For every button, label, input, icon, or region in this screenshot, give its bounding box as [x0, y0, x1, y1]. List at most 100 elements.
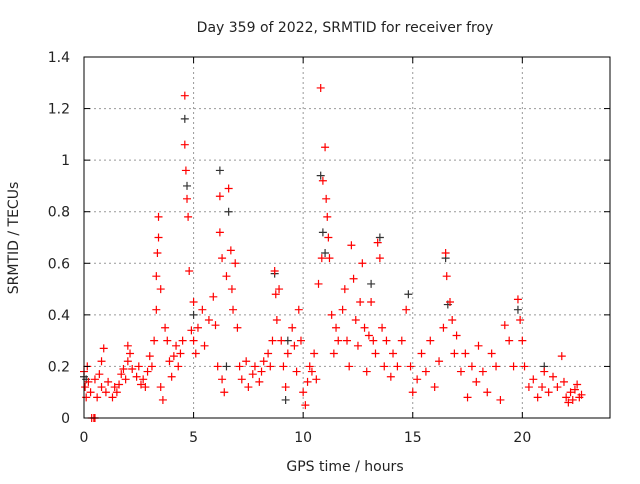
data-point — [533, 393, 542, 402]
data-point — [367, 279, 376, 288]
data-point — [375, 233, 384, 242]
data-point — [294, 305, 303, 314]
data-point — [467, 362, 476, 371]
data-point — [128, 365, 137, 374]
data-point — [233, 323, 242, 332]
data-point — [213, 362, 222, 371]
data-point — [235, 362, 244, 371]
grid — [84, 57, 610, 418]
data-point — [448, 316, 457, 325]
data-point — [204, 316, 213, 325]
data-point — [229, 305, 238, 314]
data-point — [500, 321, 509, 330]
data-point — [343, 336, 351, 345]
data-point — [152, 305, 161, 314]
data-point — [211, 321, 220, 330]
data-point — [404, 290, 413, 299]
data-point — [559, 377, 568, 386]
data-point — [553, 383, 562, 392]
data-point — [349, 274, 358, 283]
data-point — [373, 238, 382, 247]
data-point — [430, 383, 439, 392]
data-point — [277, 336, 286, 345]
data-point — [505, 336, 514, 345]
data-point — [215, 166, 224, 175]
data-point — [184, 212, 193, 221]
data-point — [281, 395, 290, 404]
data-point — [318, 228, 327, 237]
data-point — [538, 383, 547, 392]
data-point — [268, 336, 277, 345]
data-point — [321, 143, 330, 152]
data-point — [338, 305, 347, 314]
data-point — [180, 91, 189, 100]
data-point — [163, 336, 172, 345]
chart-title: Day 359 of 2022, SRMTID for receiver fro… — [197, 20, 494, 36]
data-point — [156, 285, 165, 294]
data-point — [351, 316, 360, 325]
data-point — [112, 388, 121, 397]
data-point — [139, 375, 148, 384]
data-point — [93, 393, 102, 402]
data-point — [362, 367, 371, 376]
data-point — [275, 285, 284, 294]
data-point — [441, 248, 450, 257]
data-point — [264, 349, 273, 358]
data-point — [115, 380, 124, 389]
data-point — [472, 377, 481, 386]
data-point — [463, 393, 472, 402]
data-point — [461, 349, 470, 358]
data-points — [80, 83, 586, 422]
data-point — [271, 290, 280, 299]
data-point — [257, 367, 266, 376]
data-point — [332, 323, 341, 332]
data-point — [496, 395, 505, 404]
data-point — [544, 388, 553, 397]
data-point — [288, 323, 297, 332]
data-point — [180, 140, 189, 149]
y-tick-label: 0.8 — [48, 205, 70, 221]
data-point — [191, 349, 200, 358]
data-point — [145, 352, 154, 361]
data-point — [259, 357, 268, 366]
data-point — [568, 395, 577, 404]
data-point — [312, 375, 321, 384]
data-point — [176, 349, 185, 358]
data-point — [180, 114, 189, 123]
data-point — [104, 377, 113, 386]
data-point — [509, 362, 518, 371]
data-point — [189, 336, 198, 345]
data-point — [165, 357, 174, 366]
data-point — [492, 362, 501, 371]
data-point — [97, 383, 106, 392]
data-point — [101, 388, 110, 397]
x-tick-label: 5 — [189, 430, 198, 446]
data-point — [154, 212, 163, 221]
data-point — [316, 83, 325, 92]
data-point — [183, 181, 192, 190]
data-point — [487, 349, 496, 358]
data-point — [272, 316, 281, 325]
data-point — [345, 362, 354, 371]
data-point — [82, 393, 91, 402]
data-point — [215, 228, 224, 237]
data-point — [193, 323, 202, 332]
data-point — [347, 241, 356, 250]
data-point — [181, 166, 190, 175]
data-point — [310, 349, 319, 358]
data-point — [123, 341, 132, 350]
data-point — [296, 336, 305, 345]
data-point — [154, 233, 163, 242]
data-point — [279, 362, 288, 371]
data-point — [200, 341, 209, 350]
data-point — [483, 388, 492, 397]
data-point — [183, 194, 192, 203]
data-point — [520, 362, 529, 371]
data-point — [356, 297, 365, 306]
x-tick-label: 10 — [294, 430, 312, 446]
data-point — [314, 279, 323, 288]
data-point — [147, 362, 156, 371]
data-point — [371, 349, 380, 358]
y-tick-label: 1.2 — [48, 102, 70, 118]
data-point — [90, 375, 99, 384]
